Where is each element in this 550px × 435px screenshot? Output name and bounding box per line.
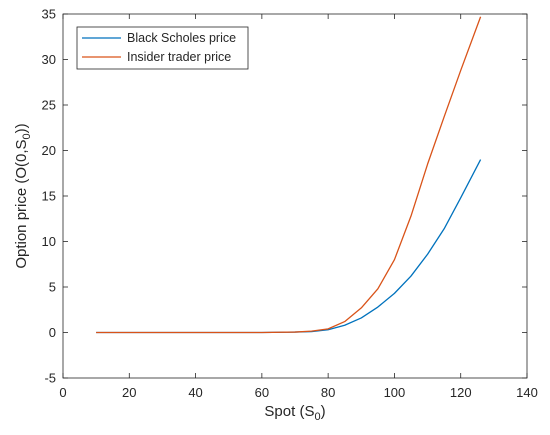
- legend-box: [76, 26, 249, 70]
- y-tick-label: 0: [49, 325, 56, 340]
- y-tick-label: 25: [42, 98, 56, 113]
- y-tick-label: -5: [44, 371, 56, 386]
- y-tick-label: 20: [42, 143, 56, 158]
- x-tick-label: 0: [59, 385, 66, 400]
- y-tick-label: 35: [42, 7, 56, 22]
- x-tick-label: 120: [450, 385, 472, 400]
- series-line-1: [96, 16, 482, 334]
- legend-label-insider-trader: Insider trader price: [127, 50, 231, 64]
- y-tick-label: 10: [42, 234, 56, 249]
- x-axis-label: Spot (S0): [264, 403, 325, 423]
- x-tick-label: 140: [516, 385, 538, 400]
- x-axis-label-subscript: 0: [314, 411, 320, 423]
- x-tick-label: 20: [122, 385, 136, 400]
- x-tick-label: 80: [321, 385, 335, 400]
- x-axis-label-suffix: ): [321, 403, 326, 420]
- y-axis-label: Option price (O(0,S0)): [13, 123, 33, 268]
- legend: Black Scholes price Insider trader price: [76, 26, 249, 70]
- y-axis-label-suffix: )): [13, 123, 30, 133]
- legend-label-black-scholes: Black Scholes price: [127, 31, 236, 45]
- x-tick-label: 60: [255, 385, 269, 400]
- y-axis-label-text: Option price (O(0,S: [13, 139, 30, 268]
- y-axis-label-subscript: 0: [21, 133, 33, 139]
- y-tick-label: 5: [49, 280, 56, 295]
- x-tick-label: 40: [188, 385, 202, 400]
- x-axis-label-text: Spot (S: [264, 403, 314, 420]
- series-layer: [96, 16, 482, 334]
- x-tick-label: 100: [384, 385, 406, 400]
- y-tick-label: 30: [42, 52, 56, 67]
- y-tick-label: 15: [42, 189, 56, 204]
